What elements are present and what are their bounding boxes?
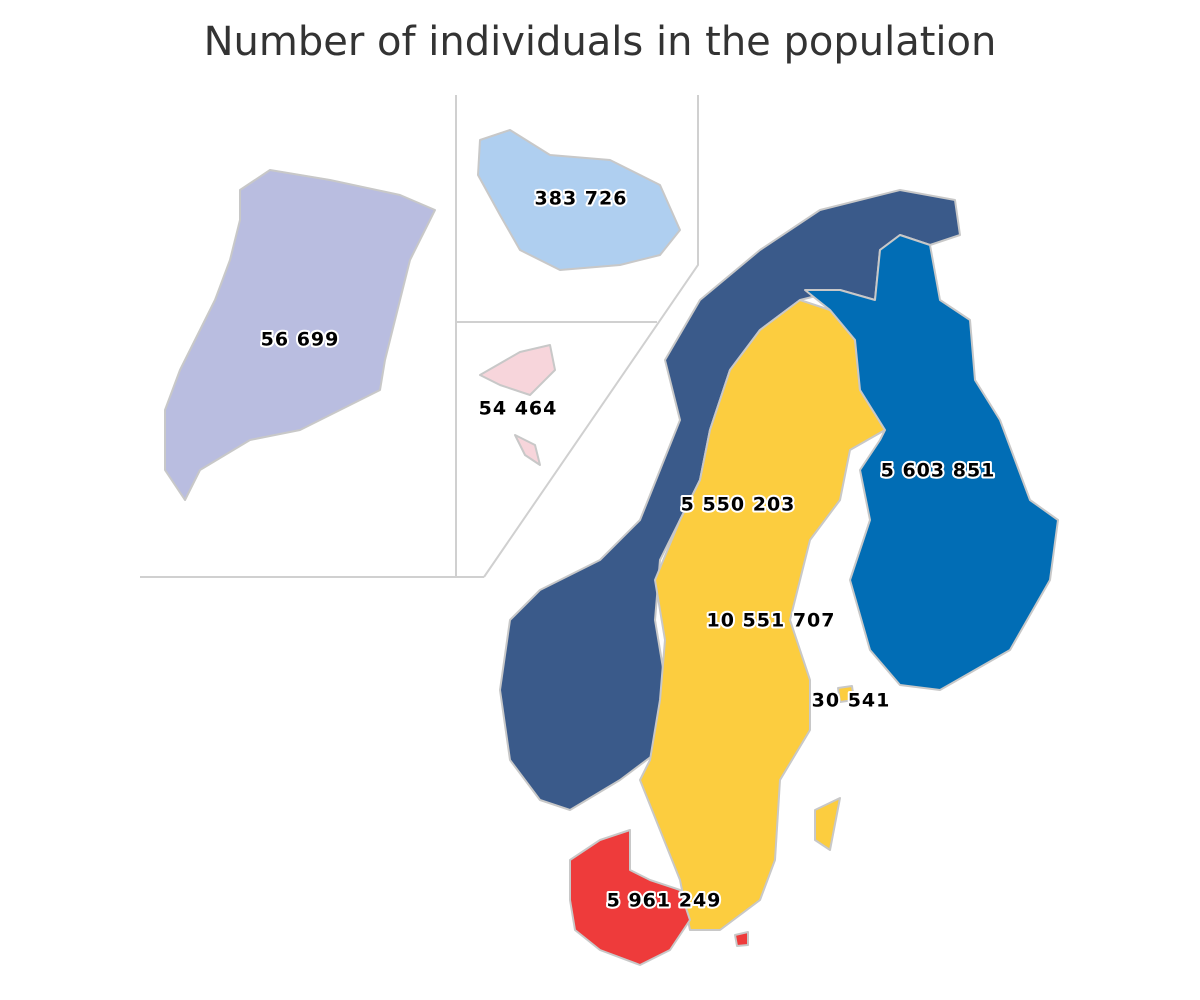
region-denmark xyxy=(569,829,691,966)
region-label: 383 726 xyxy=(535,188,628,210)
region-label: 54 464 xyxy=(479,398,558,420)
separator xyxy=(483,95,699,578)
region-sweden xyxy=(814,797,841,851)
region-greenland xyxy=(164,169,436,501)
region-label: 10 551 707 xyxy=(707,610,836,632)
region-label: 5 961 249 xyxy=(607,890,722,912)
region-faroe xyxy=(479,344,556,396)
region-faroe xyxy=(514,434,541,466)
map-title: Number of individuals in the population xyxy=(204,19,997,65)
region-iceland xyxy=(477,129,681,271)
region-label: 5 550 203 xyxy=(681,494,796,516)
inset-separators xyxy=(140,95,699,578)
regions xyxy=(164,129,1059,966)
region-label: 56 699 xyxy=(261,329,340,351)
region-label: 30 541 xyxy=(812,690,891,712)
region-denmark xyxy=(734,931,749,947)
region-aland xyxy=(837,685,855,703)
region-finland xyxy=(804,234,1059,691)
region-labels: 56 699 383 726 54 464 5 603 851 5 550 20… xyxy=(259,186,997,914)
region-label: 5 603 851 xyxy=(881,460,996,482)
